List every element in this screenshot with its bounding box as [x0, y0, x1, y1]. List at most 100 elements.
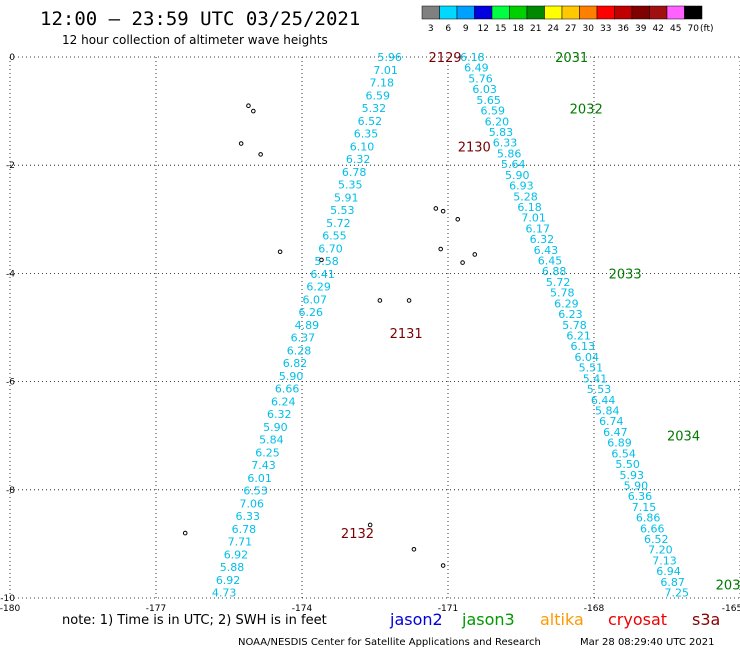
- swh-value: 6.74: [599, 415, 624, 428]
- legend-swatch: [561, 5, 580, 20]
- swh-value: 5.53: [587, 383, 612, 396]
- legend-label: 45: [670, 24, 681, 34]
- y-tick-label: 0: [9, 53, 15, 63]
- swh-value: 7.13: [652, 554, 677, 567]
- swh-value: 5.64: [501, 158, 526, 171]
- x-tick-label: -165: [722, 604, 740, 614]
- island-marker: [258, 152, 263, 157]
- swh-value: 5.88: [220, 561, 245, 574]
- swh-value: 5.96: [377, 51, 402, 64]
- swh-value: 5.90: [624, 479, 649, 492]
- swh-value: 6.54: [611, 447, 636, 460]
- island-marker: [277, 249, 283, 255]
- legend-label: 33: [600, 24, 611, 34]
- x-tick-label: -177: [146, 604, 166, 614]
- swh-value: 6.35: [354, 128, 379, 141]
- swh-value: 6.78: [342, 166, 367, 179]
- x-tick-label: -180: [0, 604, 20, 614]
- swh-value: 5.90: [263, 421, 288, 434]
- legend-swatch: [491, 5, 510, 20]
- swh-value: 7.01: [373, 64, 398, 77]
- swh-value: 6.20: [485, 115, 510, 128]
- swh-value: 5.83: [489, 126, 514, 139]
- satellite-name: cryosat: [608, 610, 667, 629]
- axis-ticks: -180 -177 -174 -171 -168 -165 0 -2 -4 -6 -8 -10: [0, 53, 740, 614]
- island-marker: [455, 217, 461, 222]
- x-tick-label: -171: [438, 604, 458, 614]
- legend-swatch: [544, 5, 563, 20]
- legend-label: 21: [530, 24, 541, 34]
- swh-value: 7.71: [228, 536, 253, 549]
- legend-swatch: [509, 5, 528, 20]
- swh-value: 6.44: [591, 394, 616, 407]
- satellite-name: s3a: [692, 610, 720, 629]
- track-label: 2031: [555, 51, 588, 66]
- swh-value: 6.03: [472, 83, 497, 96]
- swh-value: 5.93: [620, 469, 645, 482]
- legend-label: 42: [653, 24, 664, 34]
- track-label: 2130: [458, 140, 491, 155]
- legend-label: 30: [583, 24, 595, 34]
- swh-value: 6.25: [255, 446, 280, 459]
- swh-value: 5.58: [314, 255, 339, 268]
- swh-value: 5.50: [615, 458, 640, 471]
- swh-value: 6.33: [236, 510, 261, 523]
- track-label: 2034: [667, 430, 700, 445]
- swh-value: 5.53: [330, 204, 355, 217]
- island-marker: [246, 103, 251, 108]
- track-label: 2132: [341, 527, 374, 542]
- swh-value: 6.47: [603, 426, 628, 439]
- islands: [182, 103, 478, 568]
- island-marker: [367, 522, 373, 528]
- track-label: 2032: [570, 102, 603, 117]
- island-marker: [440, 563, 446, 568]
- swh-value: 6.70: [318, 242, 343, 255]
- legend-label: 18: [513, 24, 525, 34]
- swh-value: 5.78: [550, 287, 575, 300]
- legend-label: 70: [688, 24, 700, 34]
- swh-value: 6.32: [267, 408, 292, 421]
- swh-value: 6.41: [310, 268, 335, 281]
- swh-value: 5.41: [583, 372, 608, 385]
- swh-value: 5.90: [505, 169, 530, 182]
- legend-unit: (ft): [700, 24, 714, 34]
- swh-value: 6.55: [322, 230, 347, 243]
- swh-value: 7.25: [664, 587, 689, 600]
- swh-value: 5.84: [595, 404, 620, 417]
- island-marker: [411, 547, 417, 552]
- map-grid: [9, 56, 740, 599]
- swh-value: 7.43: [251, 459, 276, 472]
- swh-value: 6.52: [358, 115, 383, 128]
- track-label: 2033: [609, 267, 642, 282]
- legend-swatch: [614, 5, 633, 20]
- satellite-name: jason2: [389, 610, 443, 629]
- legend-swatch: [439, 5, 458, 20]
- swh-value: 6.33: [493, 137, 518, 150]
- swh-value: 6.93: [509, 180, 534, 193]
- island-marker: [438, 246, 444, 252]
- swh-value: 5.65: [476, 94, 501, 107]
- island-marker: [251, 108, 256, 114]
- legend-swatch: [684, 5, 703, 20]
- swh-value: 6.28: [287, 344, 312, 357]
- y-tick-label: -8: [6, 486, 15, 496]
- track-label: 2129: [429, 51, 462, 66]
- swh-value: 5.32: [362, 102, 387, 115]
- swh-value: 6.92: [216, 574, 241, 587]
- swh-value: 5.76: [468, 72, 493, 85]
- swh-value: 6.13: [570, 340, 595, 353]
- footer-credit: NOAA/NESDIS Center for Satellite Applica…: [238, 637, 541, 648]
- satellite-tracks: 5.967.017.186.595.326.526.356.106.326.78…: [212, 51, 740, 600]
- legend-label: 36: [618, 24, 630, 34]
- legend-swatch: [596, 5, 615, 20]
- swh-value: 6.66: [275, 383, 300, 396]
- swh-value: 6.18: [517, 201, 542, 214]
- swh-value: 7.06: [239, 497, 264, 510]
- legend-swatch: [649, 5, 668, 20]
- legend-swatch: [421, 5, 440, 20]
- swh-value: 6.59: [481, 105, 506, 118]
- legend-label: 6: [445, 24, 451, 34]
- footer-timestamp: Mar 28 08:29:40 UTC 2021: [580, 637, 715, 648]
